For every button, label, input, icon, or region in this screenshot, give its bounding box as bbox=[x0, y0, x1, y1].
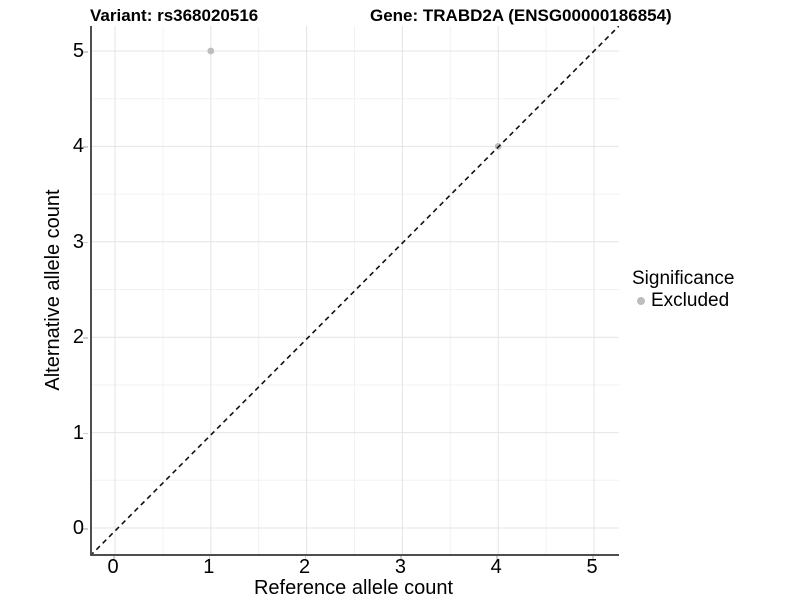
x-tick-label: 0 bbox=[107, 556, 119, 578]
plot-title-variant: Variant: rs368020516 bbox=[90, 6, 259, 25]
legend-entries: Excluded bbox=[632, 291, 734, 311]
legend-key-dot-icon bbox=[637, 297, 645, 305]
x-tick-mark bbox=[592, 556, 594, 561]
legend-entry: Excluded bbox=[632, 291, 734, 311]
y-tick-mark bbox=[83, 241, 88, 244]
x-tick-mark bbox=[208, 556, 211, 561]
legend-entry-label: Excluded bbox=[651, 290, 730, 311]
y-tick-label: 3 bbox=[72, 230, 84, 253]
plot-panel bbox=[90, 26, 619, 556]
x-tick-label: 3 bbox=[394, 556, 406, 578]
legend: Significance Excluded bbox=[632, 268, 734, 311]
y-tick-mark bbox=[83, 337, 88, 339]
y-tick-mark bbox=[83, 528, 88, 530]
y-tick-label: 4 bbox=[72, 135, 84, 158]
data-point bbox=[207, 47, 215, 55]
y-tick-label: 2 bbox=[72, 326, 84, 349]
y-tick-mark bbox=[83, 146, 88, 148]
y-tick-mark bbox=[83, 51, 88, 53]
y-tick-mark bbox=[83, 432, 88, 435]
plot-title-gene: Gene: TRABD2A (ENSG00000186854) bbox=[370, 6, 672, 25]
x-tick-mark bbox=[400, 556, 402, 561]
x-axis-title: Reference allele count bbox=[253, 577, 453, 599]
x-tick-label: 5 bbox=[586, 556, 598, 578]
x-tick-mark bbox=[304, 556, 307, 561]
plot-canvas bbox=[92, 26, 619, 554]
x-tick-label: 4 bbox=[490, 556, 502, 578]
x-tick-mark bbox=[113, 556, 115, 561]
x-tick-label: 2 bbox=[299, 556, 311, 578]
y-tick-label: 0 bbox=[72, 517, 84, 539]
y-tick-label: 1 bbox=[72, 421, 84, 444]
x-tick-mark bbox=[496, 556, 498, 561]
y-axis-title: Alternative allele count bbox=[42, 189, 64, 391]
y-tick-label: 5 bbox=[72, 40, 84, 62]
legend-title: Significance bbox=[632, 268, 735, 289]
x-tick-label: 1 bbox=[203, 556, 215, 578]
